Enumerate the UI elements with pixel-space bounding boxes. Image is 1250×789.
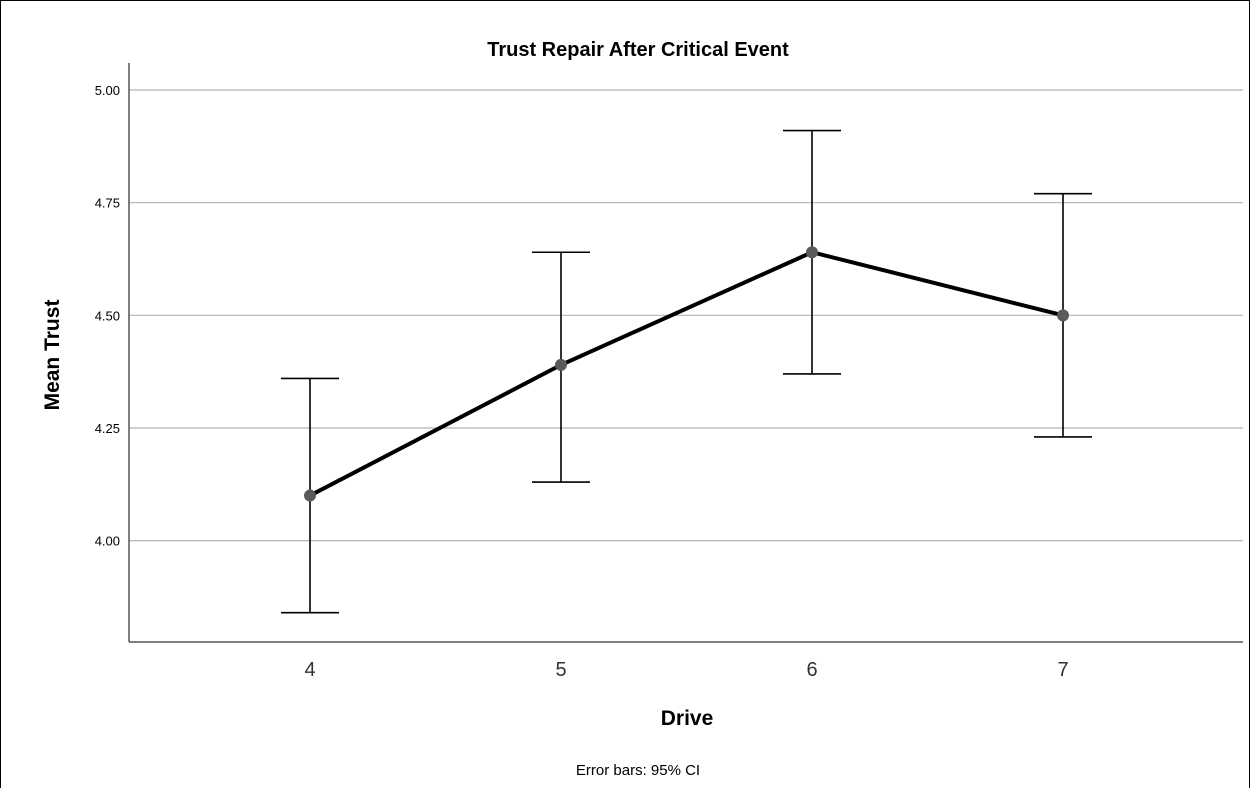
gridlines xyxy=(129,89,1243,542)
chart-title: Trust Repair After Critical Event xyxy=(487,39,789,61)
x-axis-label: Drive xyxy=(661,707,714,730)
data-point xyxy=(806,246,818,259)
x-tick-label: 6 xyxy=(806,659,817,681)
y-tick-label: 5.00 xyxy=(95,83,120,98)
series-lines xyxy=(308,250,1065,498)
data-point xyxy=(555,358,567,371)
x-tick-label: 7 xyxy=(1057,659,1068,681)
y-axis-label: Mean Trust xyxy=(41,300,64,411)
y-tick-label: 4.25 xyxy=(95,421,120,436)
data-point xyxy=(1057,309,1069,322)
x-tick-labels: 4 5 6 7 xyxy=(304,659,1068,681)
y-tick-label: 4.00 xyxy=(95,534,120,549)
y-tick-labels: 4.00 4.25 4.50 4.75 5.00 xyxy=(95,83,120,549)
axes xyxy=(128,63,1243,643)
series-line xyxy=(308,250,1065,498)
y-tick-label: 4.75 xyxy=(95,196,120,211)
x-tick-label: 5 xyxy=(555,659,566,681)
chart-footnote: Error bars: 95% CI xyxy=(576,762,700,779)
y-tick-label: 4.50 xyxy=(95,308,120,323)
data-points xyxy=(304,246,1069,502)
data-point xyxy=(304,489,316,502)
x-tick-label: 4 xyxy=(304,659,315,681)
